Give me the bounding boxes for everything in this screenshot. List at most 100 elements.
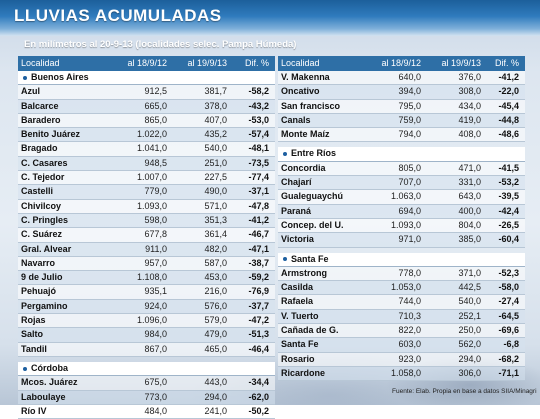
diff-cell: -51,3 [248, 329, 269, 340]
diff-cell: -37,7 [248, 300, 269, 311]
locality-cell: 9 de Julio [21, 272, 63, 283]
rain-2013-cell: 576,0 [204, 300, 227, 311]
table-row: Rafaela 744,0 540,0 -27,4 [278, 295, 525, 310]
table-row: Monte Maíz 794,0 408,0 -48,6 [278, 128, 525, 143]
table-row: Pergamino 924,0 576,0 -37,7 [18, 299, 275, 315]
diff-cell: -46,7 [248, 229, 269, 240]
diff-cell: -57,4 [248, 129, 269, 140]
bullet-icon [23, 366, 27, 371]
rain-2012-cell: 744,0 [398, 296, 421, 307]
column-header: Dif. % [244, 58, 269, 68]
locality-cell: Canals [281, 114, 311, 125]
rain-2012-cell: 603,0 [398, 339, 421, 350]
diff-cell: -43,2 [248, 100, 269, 111]
table-row: Chivilcoy 1.093,0 571,0 -47,8 [18, 199, 275, 214]
locality-cell: Concep. del U. [281, 219, 344, 230]
rain-2013-cell: 400,0 [458, 205, 481, 216]
locality-cell: Armstrong [281, 267, 328, 278]
table-row: San francisco 795,0 434,0 -45,4 [278, 99, 525, 114]
table-row: Cañada de G. 822,0 250,0 -69,6 [278, 324, 525, 339]
source-note: Fuente: Elab. Propia en base a datos SII… [392, 388, 537, 395]
diff-cell: -45,4 [498, 100, 519, 111]
locality-cell: Mcos. Juárez [21, 377, 78, 388]
rain-2013-cell: 250,0 [458, 325, 481, 336]
rain-2012-cell: 677,8 [144, 229, 167, 240]
rain-2013-cell: 804,0 [458, 219, 481, 230]
locality-cell: Río IV [21, 405, 47, 416]
rain-2012-cell: 867,0 [144, 343, 167, 354]
table-row: Concep. del U. 1.093,0 804,0 -26,5 [278, 218, 525, 234]
table-row: Pehuajó 935,1 216,0 -76,9 [18, 285, 275, 300]
diff-cell: -46,4 [248, 343, 269, 354]
locality-cell: Baradero [21, 114, 61, 125]
rain-2012-cell: 1.053,0 [390, 282, 421, 293]
bullet-icon [283, 152, 287, 157]
rain-2013-cell: 227,5 [204, 172, 227, 183]
locality-cell: San francisco [281, 100, 341, 111]
rain-2012-cell: 1.041,0 [136, 143, 167, 154]
diff-cell: -37,1 [248, 186, 269, 197]
rain-2012-cell: 759,0 [398, 114, 421, 125]
diff-cell: -6,8 [503, 339, 519, 350]
group-header: Córdoba [18, 361, 275, 377]
rain-2012-cell: 924,0 [144, 300, 167, 311]
group-header: Entre Ríos [278, 147, 525, 162]
locality-cell: Azul [21, 86, 40, 97]
rain-2013-cell: 378,0 [204, 100, 227, 111]
locality-cell: Oncativo [281, 86, 320, 97]
rain-2013-cell: 482,0 [204, 243, 227, 254]
diff-cell: -59,2 [248, 272, 269, 283]
column-header: al 18/9/12 [381, 58, 421, 68]
table-row: Azul 912,5 381,7 -58,2 [18, 85, 275, 100]
locality-cell: Rafaela [281, 296, 314, 307]
diff-cell: -60,4 [498, 234, 519, 245]
rain-2012-cell: 1.108,0 [136, 272, 167, 283]
table-row: Gualeguaychú 1.063,0 643,0 -39,5 [278, 190, 525, 205]
table-row: Oncativo 394,0 308,0 -22,0 [278, 85, 525, 100]
rain-2012-cell: 710,3 [398, 310, 421, 321]
rain-2012-cell: 957,0 [144, 257, 167, 268]
diff-cell: -27,4 [498, 296, 519, 307]
left-table: Localidad al 18/9/12 al 19/9/13 Dif. % Bueno… [18, 56, 275, 419]
locality-cell: Rojas [21, 315, 46, 326]
rain-2012-cell: 707,0 [398, 177, 421, 188]
table-row: C. Pringles 598,0 351,3 -41,2 [18, 213, 275, 229]
page-title: LLUVIAS ACUMULADAS [14, 6, 222, 25]
bullet-icon [23, 75, 27, 80]
rain-2013-cell: 442,5 [458, 282, 481, 293]
diff-cell: -77,4 [248, 172, 269, 183]
title-bar: LLUVIAS ACUMULADAS [0, 0, 540, 36]
rain-2013-cell: 643,0 [458, 191, 481, 202]
table-row: Balcarce 665,0 378,0 -43,2 [18, 99, 275, 114]
locality-cell: Benito Juárez [21, 129, 81, 140]
table-row: C. Casares 948,5 251,0 -73,5 [18, 156, 275, 172]
group-name: Santa Fe [291, 253, 329, 264]
rain-2013-cell: 587,0 [204, 257, 227, 268]
locality-cell: Laboulaye [21, 391, 66, 402]
table-row: Mcos. Juárez 675,0 443,0 -34,4 [18, 376, 275, 391]
right-table: Localidad al 18/9/12 al 19/9/13 Dif. % V. Ma… [278, 56, 525, 382]
diff-cell: -48,6 [498, 129, 519, 140]
rain-2013-cell: 471,0 [458, 162, 481, 173]
rain-2013-cell: 479,0 [204, 329, 227, 340]
diff-cell: -22,0 [498, 86, 519, 97]
locality-cell: Chivilcoy [21, 200, 62, 211]
locality-cell: Casilda [281, 282, 314, 293]
rain-2012-cell: 1.093,0 [136, 200, 167, 211]
diff-cell: -42,4 [498, 205, 519, 216]
rain-2012-cell: 971,0 [398, 234, 421, 245]
table-row: Laboulaye 773,0 294,0 -62,0 [18, 390, 275, 405]
rain-2013-cell: 435,2 [204, 129, 227, 140]
rain-2012-cell: 805,0 [398, 162, 421, 173]
rain-2013-cell: 443,0 [204, 377, 227, 388]
diff-cell: -52,3 [498, 267, 519, 278]
table-row: Baradero 865,0 407,0 -53,0 [18, 113, 275, 129]
table-row: Santa Fe 603,0 562,0 -6,8 [278, 338, 525, 353]
locality-cell: Santa Fe [281, 339, 319, 350]
rain-2013-cell: 465,0 [204, 343, 227, 354]
diff-cell: -68,2 [498, 353, 519, 364]
rain-2013-cell: 540,0 [458, 296, 481, 307]
rain-2012-cell: 1.022,0 [136, 129, 167, 140]
table-row: Gral. Alvear 911,0 482,0 -47,1 [18, 242, 275, 257]
diff-cell: -64,5 [498, 310, 519, 321]
